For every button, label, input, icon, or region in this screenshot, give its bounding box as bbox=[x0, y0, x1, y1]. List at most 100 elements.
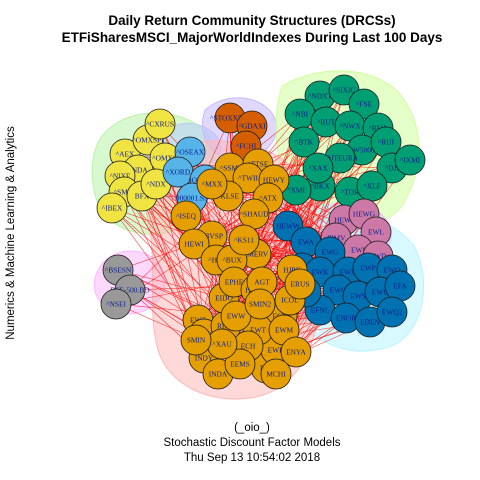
node-label: BFX bbox=[135, 192, 150, 201]
node-label: ^FTSE bbox=[248, 160, 269, 169]
node-label: ^ATX bbox=[259, 194, 277, 203]
node-label: ^MERV bbox=[244, 250, 269, 259]
node-label: ^GDAXI bbox=[238, 122, 266, 131]
caption-model-name: Stochastic Discount Factor Models bbox=[163, 437, 340, 449]
figure-title-line2: ETFiSharesMSCI_MajorWorldIndexes During … bbox=[62, 30, 443, 45]
node-label: ^BTK bbox=[295, 138, 314, 147]
node-label: ^MXX bbox=[202, 180, 223, 189]
node-label: ^IBEX bbox=[102, 204, 123, 213]
node-label: HEWG bbox=[353, 210, 376, 219]
node-label: ^DJI bbox=[385, 164, 400, 173]
node-label: EIDO bbox=[215, 294, 233, 303]
node-label: ^W5000 bbox=[349, 146, 375, 155]
node--btk: ^BTK bbox=[288, 126, 320, 158]
node-label: EWD bbox=[370, 252, 387, 261]
node-label: EWO bbox=[384, 266, 401, 275]
node-label: ^NIXE bbox=[109, 172, 131, 181]
node-label: EWL bbox=[368, 228, 384, 237]
node-label: ^DJTEURA bbox=[322, 154, 359, 163]
node-label: ^RUA bbox=[368, 124, 388, 133]
node-label: INDA bbox=[209, 370, 228, 379]
node-label: ^XMI bbox=[287, 186, 305, 195]
node-label: ^BSESN bbox=[105, 266, 132, 275]
node-label: ^XLF bbox=[363, 182, 380, 191]
node-label: ^IXMI bbox=[400, 156, 421, 165]
node-hewi: HEWI bbox=[178, 228, 210, 260]
node-efa: EFA bbox=[384, 270, 416, 302]
node-label: ^HSI bbox=[208, 256, 224, 265]
node-label: ^OMXC bbox=[152, 154, 178, 163]
node-circle bbox=[284, 268, 316, 300]
node-label: ^NWX bbox=[339, 122, 361, 131]
node--nbi: ^NBI bbox=[284, 98, 316, 130]
node-label: ^BUX bbox=[222, 256, 242, 265]
node-label: ^NBI bbox=[292, 110, 309, 119]
node-label: ^ISEQ bbox=[176, 212, 197, 221]
node-erus: ERUS bbox=[284, 268, 316, 300]
node-label: EWP bbox=[360, 264, 376, 273]
node-label: ^CXRUS bbox=[146, 120, 174, 129]
node-label: EWG bbox=[322, 248, 339, 257]
node-circle bbox=[144, 108, 176, 140]
node-label: EWH bbox=[268, 346, 285, 355]
node-circle bbox=[180, 324, 212, 356]
node--xlf: ^XLF bbox=[356, 170, 388, 202]
node-label: ICOL bbox=[281, 296, 299, 305]
node-circle bbox=[228, 224, 260, 256]
node-circle bbox=[280, 336, 312, 368]
node-label: EWU bbox=[372, 288, 389, 297]
node-label: HEWI bbox=[184, 240, 204, 249]
node-label: ENOR bbox=[336, 314, 356, 323]
node-label: ^SMSI bbox=[114, 188, 135, 197]
y-axis-label: Numerics & Machine Learning & Analytics bbox=[5, 126, 17, 340]
node-circle bbox=[302, 152, 334, 184]
node-label: EWT bbox=[250, 326, 266, 335]
node-label: HEWY bbox=[263, 176, 286, 185]
node--mxx: ^MXX bbox=[196, 168, 228, 200]
node-label: EWQ2 bbox=[382, 308, 403, 317]
node-smin2: SMIN2 bbox=[244, 288, 276, 320]
node--ibex: ^IBEX bbox=[96, 192, 128, 224]
node-label: HEWW bbox=[276, 222, 300, 231]
node-label: ^OSEAX bbox=[176, 148, 205, 157]
node-label: ECH bbox=[241, 342, 256, 351]
node-label: ^STOXX50E bbox=[210, 114, 250, 123]
node-label: ^SIXIC bbox=[333, 86, 356, 95]
node-label: AGT bbox=[254, 278, 270, 287]
edge-gray-orange bbox=[115, 303, 237, 317]
node-label: EWS bbox=[350, 292, 366, 301]
node-label: ERUS bbox=[291, 280, 310, 289]
node-label: SMIN bbox=[187, 336, 206, 345]
node-label: EFA bbox=[393, 282, 407, 291]
node-label: INDY bbox=[195, 354, 214, 363]
node-label: EPHE bbox=[225, 278, 244, 287]
node-label: ^XAU bbox=[212, 340, 232, 349]
node-smin: SMIN bbox=[180, 324, 212, 356]
node-label: ^FCHI bbox=[236, 142, 257, 151]
node-label: EWN bbox=[340, 268, 357, 277]
node-enya: ENYA bbox=[280, 336, 312, 368]
node--fse: ^FSE bbox=[348, 88, 380, 120]
node-label: EWA bbox=[298, 238, 315, 247]
node-label: ^KS11 bbox=[234, 236, 254, 245]
node--xau: ^XAU bbox=[206, 328, 238, 360]
node-label: ^NSEI bbox=[106, 300, 126, 309]
node-label: ^XORD bbox=[166, 168, 191, 177]
node-label: EDEN bbox=[360, 318, 380, 327]
node-label: EWW bbox=[227, 312, 245, 321]
node--nsei: ^NSEI bbox=[100, 288, 132, 320]
node--xax: ^XAX bbox=[302, 152, 334, 184]
node-label: MCHI bbox=[266, 370, 286, 379]
node-label: ^AEX bbox=[116, 150, 135, 159]
node-label: ^BKX bbox=[310, 182, 330, 191]
node-label: ^TWII bbox=[238, 174, 258, 183]
node-label: ^XAX bbox=[308, 164, 328, 173]
node-circle bbox=[348, 88, 380, 120]
node-label: ^NDA bbox=[128, 166, 148, 175]
node--rui: ^RUI bbox=[370, 126, 402, 158]
node--ixmi: ^IXMI bbox=[394, 144, 426, 176]
node-label: ^RUI bbox=[378, 138, 395, 147]
node-label: ^NDXT bbox=[308, 92, 332, 101]
node--cxrus: ^CXRUS bbox=[144, 108, 176, 140]
node-label: ^TOR bbox=[341, 188, 359, 197]
